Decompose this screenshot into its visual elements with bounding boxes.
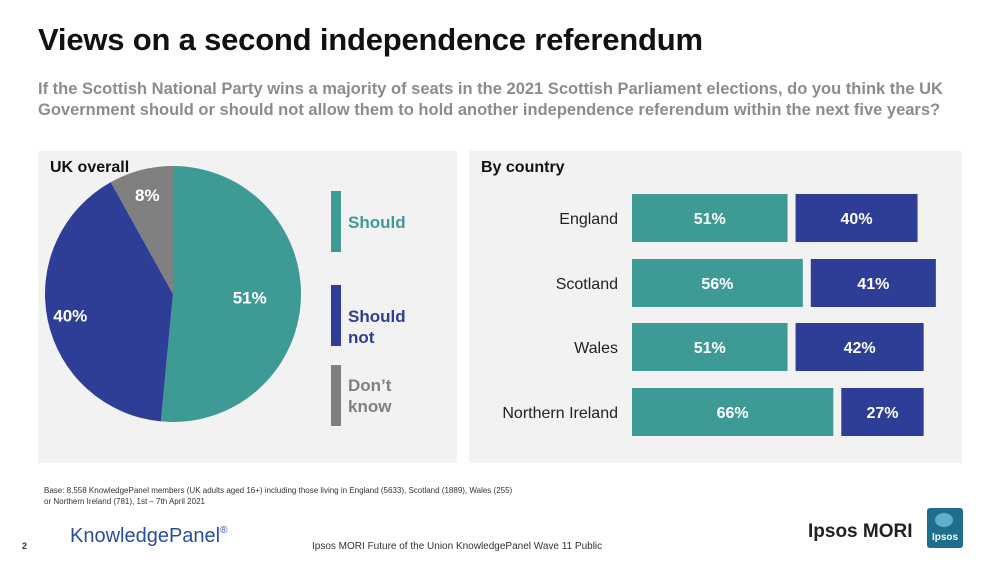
category-label-wales: Wales	[574, 340, 618, 357]
ipsos-mori-logo-text: Ipsos MORI	[808, 521, 913, 542]
pie-label-should-not: 40%	[53, 306, 87, 325]
knowledgepanel-logo-text: KnowledgePanel	[70, 525, 221, 547]
knowledgepanel-logo: KnowledgePanel®	[70, 525, 228, 548]
pie-slice-should-not	[45, 182, 173, 422]
base-note: Base: 8,558 KnowledgePanel members (UK a…	[44, 486, 513, 506]
uk-overall-title: UK overall	[50, 159, 130, 176]
bar-label-should-northern-ireland: 66%	[717, 405, 749, 422]
bar-should-not-scotland	[810, 259, 936, 307]
pie-slice-should	[160, 166, 301, 422]
legend-label-should-not: Should not	[348, 307, 406, 347]
pie-chart: 51% 40% 8%	[45, 166, 301, 422]
bar-should-england	[632, 194, 788, 242]
bar-label-should-scotland: 56%	[701, 276, 733, 293]
bar-label-should-not-northern-ireland: 27%	[866, 405, 898, 422]
legend-label-should: Should	[348, 213, 406, 232]
page-number: 2	[22, 541, 28, 551]
pie-label-dont-know: 8%	[135, 186, 160, 205]
footer-source: Ipsos MORI Future of the Union Knowledge…	[312, 541, 603, 552]
bar-label-should-not-scotland: 41%	[857, 276, 889, 293]
bar-should-not-wales	[795, 323, 924, 371]
bar-label-should-wales: 51%	[694, 340, 726, 357]
pie-slice-dont-know	[110, 166, 173, 294]
legend-label-dont-know: Don’t know	[348, 376, 392, 416]
ipsos-swirl-shape	[935, 513, 953, 527]
legend-swatch-should-not	[331, 285, 341, 346]
bar-label-should-not-england: 40%	[841, 211, 873, 228]
registered-mark: ®	[220, 525, 228, 536]
category-label-england: England	[559, 211, 618, 228]
survey-question: If the Scottish National Party wins a ma…	[38, 80, 943, 119]
bar-should-wales	[632, 323, 788, 371]
pie-label-should: 51%	[233, 289, 267, 308]
bar-should-not-northern-ireland	[841, 388, 924, 436]
page-title: Views on a second independence referendu…	[38, 22, 703, 57]
bar-label-should-not-wales: 42%	[844, 340, 876, 357]
category-label-scotland: Scotland	[556, 276, 618, 293]
bar-should-not-england	[795, 194, 918, 242]
ipsos-badge-text: Ipsos	[931, 532, 959, 543]
legend-swatch-dont-know	[331, 365, 341, 426]
bar-label-should-england: 51%	[694, 211, 726, 228]
uk-overall-panel: UK overall 51% 40% 8% Should Should not Do…	[38, 151, 457, 463]
bar-should-scotland	[632, 259, 803, 307]
ipsos-badge-icon: Ipsos	[927, 508, 963, 548]
legend-swatch-should	[331, 191, 341, 252]
by-country-title: By country	[481, 159, 565, 176]
category-label-northern-ireland: Northern Ireland	[502, 405, 618, 422]
by-country-panel: By country England 51% 40% Scotland 56% 41% Wa…	[469, 151, 962, 463]
bar-should-northern-ireland	[632, 388, 834, 436]
bar-chart: England 51% 40% Scotland 56% 41% Wales 51% 42% No…	[502, 194, 936, 436]
